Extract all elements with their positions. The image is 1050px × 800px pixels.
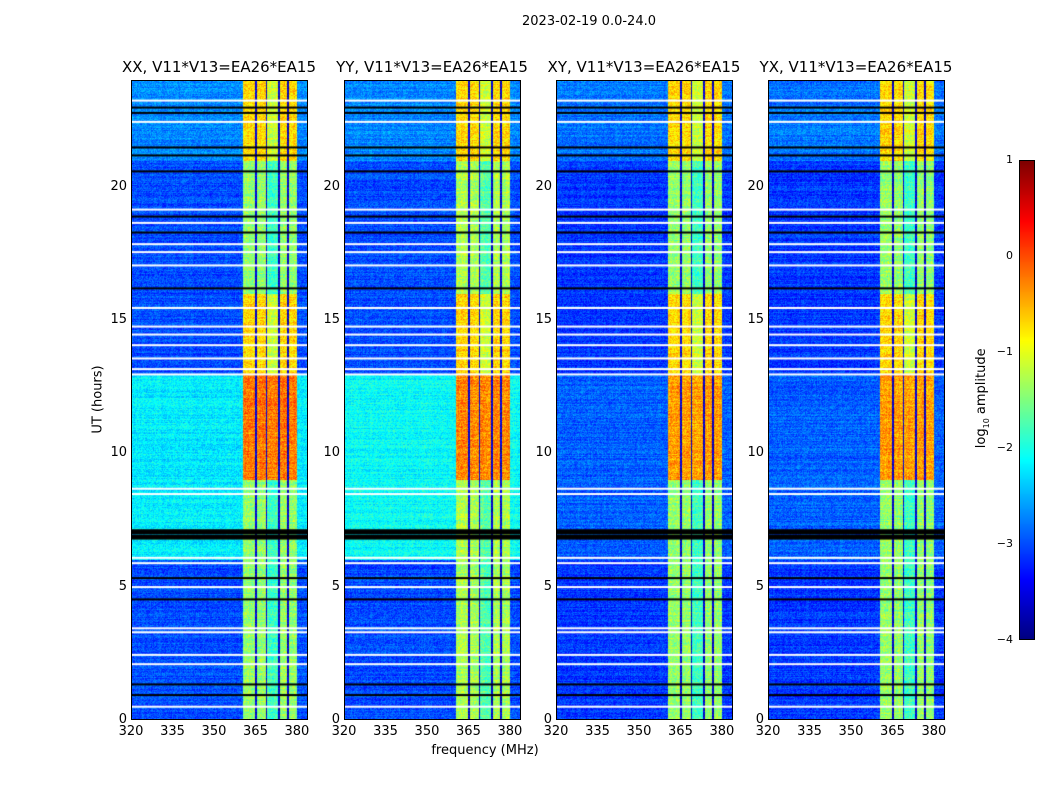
x-tick-label: 320 xyxy=(331,724,357,739)
colorbar xyxy=(1019,160,1035,640)
x-tick-label: 380 xyxy=(284,724,310,739)
x-tick-label: 365 xyxy=(668,724,693,739)
x-tick-label: 335 xyxy=(797,724,822,739)
x-tick-label: 365 xyxy=(880,724,905,739)
y-tick-label: 10 xyxy=(535,445,552,461)
x-tick-label: 320 xyxy=(543,724,569,739)
x-tick-label: 335 xyxy=(160,724,185,739)
y-tick-label: 20 xyxy=(323,178,340,194)
y-tick-label: 10 xyxy=(110,445,127,461)
panel-title: YX, V11*V13=EA26*EA15 xyxy=(759,58,953,76)
y-tick-label: 20 xyxy=(535,178,552,194)
x-tick-label: 365 xyxy=(243,724,268,739)
y-tick-label: 20 xyxy=(747,178,764,194)
x-tick-label: 335 xyxy=(585,724,610,739)
panel-title: XY, V11*V13=EA26*EA15 xyxy=(547,58,741,76)
panel-title: XX, V11*V13=EA26*EA15 xyxy=(121,58,316,76)
heatmap-panel xyxy=(768,80,945,720)
colorbar-tick-label: 0 xyxy=(1006,249,1013,262)
panel-title: YY, V11*V13=EA26*EA15 xyxy=(336,58,528,76)
heatmap-image xyxy=(345,81,520,719)
x-tick-label: 350 xyxy=(838,724,864,739)
x-tick-label: 365 xyxy=(456,724,481,739)
y-tick-label: 0 xyxy=(331,712,340,727)
x-tick-label: 380 xyxy=(497,724,523,739)
heatmap-image xyxy=(132,81,307,719)
x-tick-label: 320 xyxy=(755,724,781,739)
colorbar-tick-label: 1 xyxy=(1006,153,1013,166)
colorbar-tick-label: −3 xyxy=(996,537,1013,550)
heatmap-panel xyxy=(556,80,733,720)
y-tick-label: 5 xyxy=(755,578,764,594)
figure-title: 2023-02-19 0.0-24.0 xyxy=(522,14,656,29)
y-tick-label: 5 xyxy=(331,578,340,594)
y-tick-label: 5 xyxy=(543,578,552,594)
y-tick-label: 0 xyxy=(543,712,552,727)
x-tick-label: 380 xyxy=(709,724,735,739)
heatmap-image xyxy=(557,81,732,719)
x-tick-label: 350 xyxy=(626,724,652,739)
y-tick-label: 10 xyxy=(747,445,764,461)
heatmap-image xyxy=(769,81,944,719)
x-tick-label: 350 xyxy=(201,724,227,739)
y-tick-label: 0 xyxy=(755,712,764,727)
y-tick-label: 20 xyxy=(110,178,127,194)
y-tick-label: 15 xyxy=(323,312,340,327)
x-axis-label: frequency (MHz) xyxy=(431,743,539,758)
colorbar-tick-label: −2 xyxy=(996,441,1013,454)
y-tick-label: 15 xyxy=(747,312,764,327)
y-tick-label: 10 xyxy=(323,445,340,461)
heatmap-panel xyxy=(131,80,308,720)
heatmap-panel xyxy=(344,80,521,720)
y-tick-label: 0 xyxy=(118,712,127,727)
colorbar-tick-label: −1 xyxy=(996,345,1013,358)
y-tick-label: 5 xyxy=(118,578,127,594)
x-tick-label: 350 xyxy=(414,724,440,739)
y-axis-label: UT (hours) xyxy=(90,365,106,434)
x-tick-label: 335 xyxy=(373,724,398,739)
x-tick-label: 320 xyxy=(118,724,144,739)
y-tick-label: 15 xyxy=(110,312,127,327)
colorbar-tick-label: −4 xyxy=(996,633,1013,646)
y-tick-label: 15 xyxy=(535,312,552,327)
x-tick-label: 380 xyxy=(921,724,947,739)
